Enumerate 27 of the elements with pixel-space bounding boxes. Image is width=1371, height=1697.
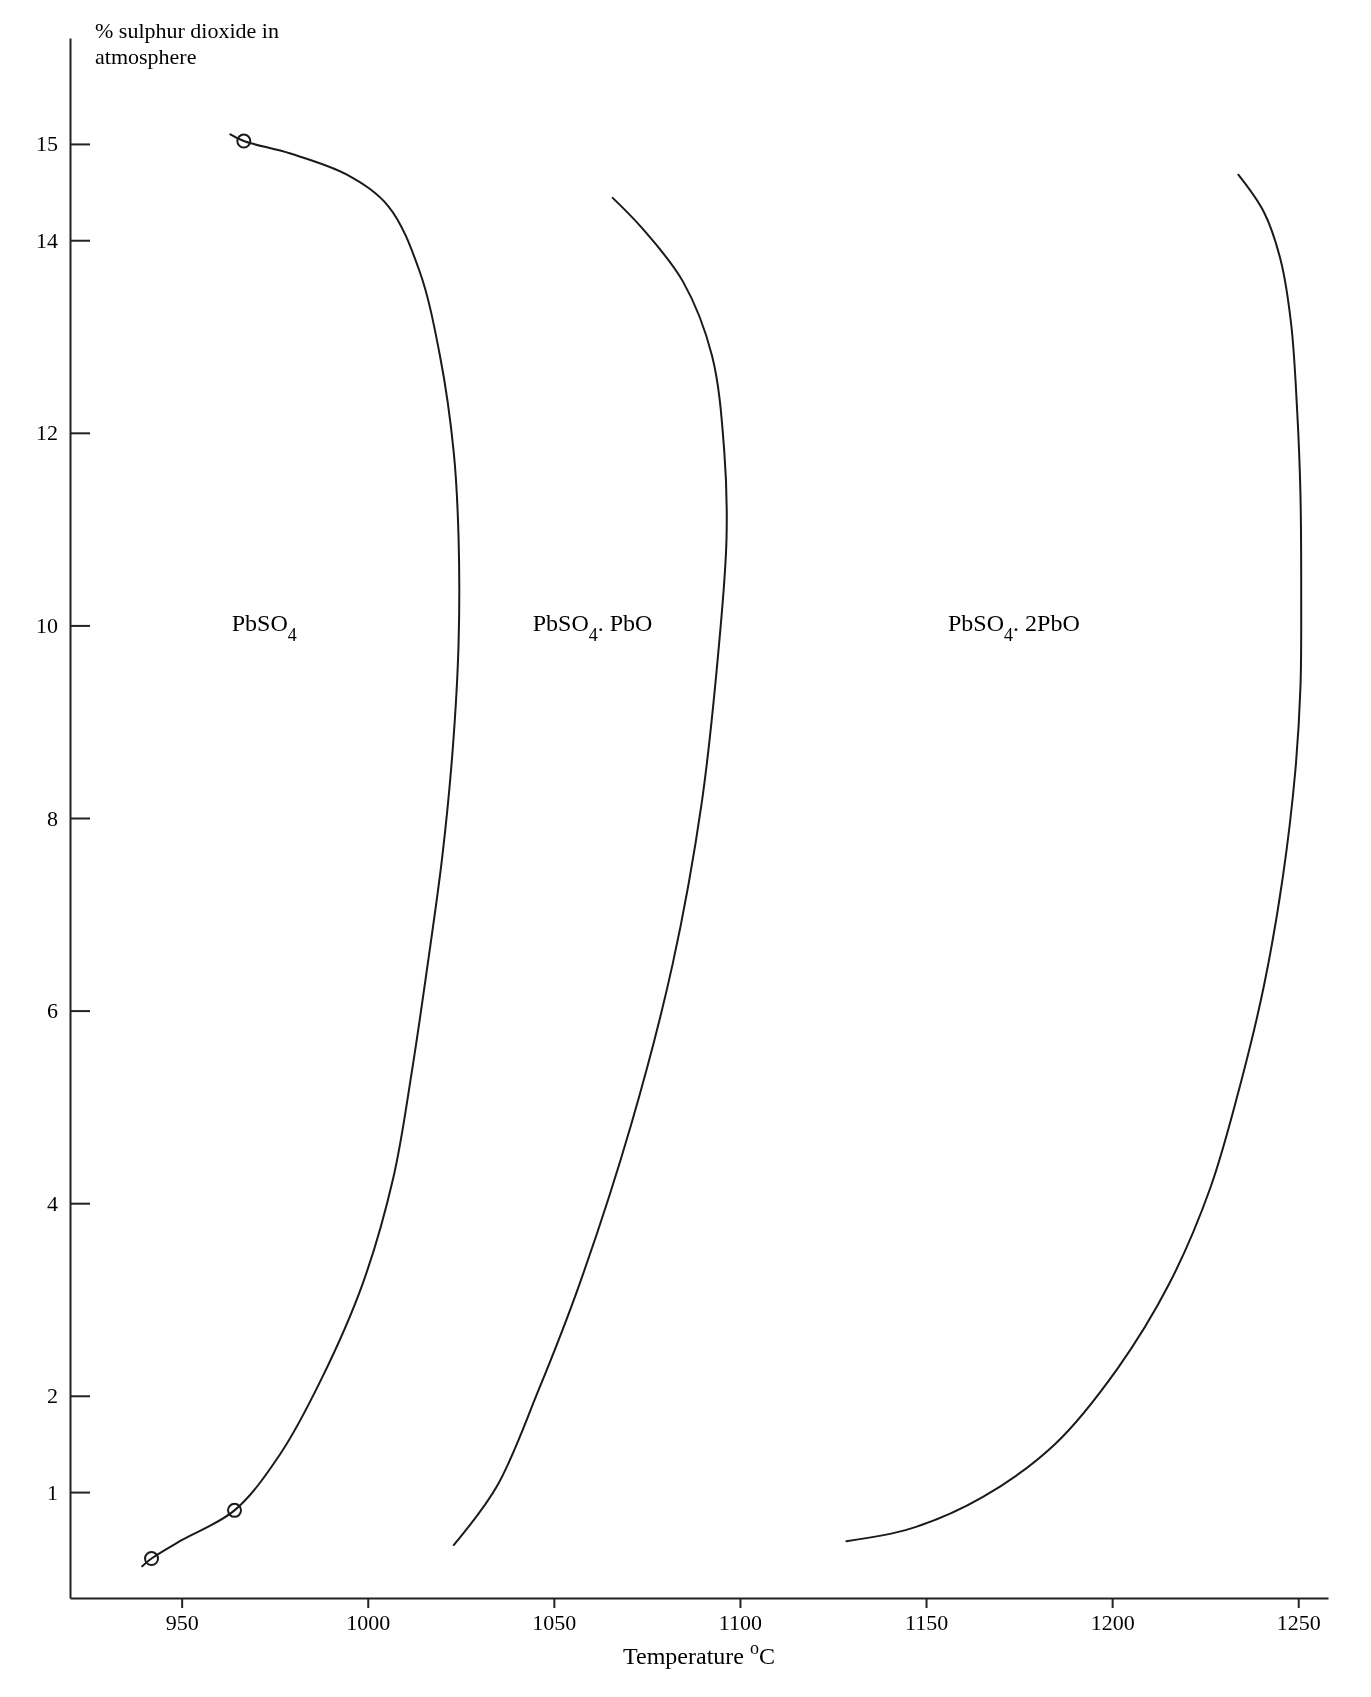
x-tick-label: 1200 [1090, 1609, 1135, 1635]
x-tick-label: 1000 [346, 1609, 391, 1635]
line-series [452, 196, 728, 1547]
y-tick-label: 15 [36, 131, 58, 157]
y-tick-label: 8 [47, 805, 58, 831]
y-axis-title: % sulphur dioxide in atmosphere [95, 18, 279, 69]
y-tick-label: 10 [36, 612, 58, 638]
x-tick-label: 1100 [718, 1609, 763, 1635]
x-tick-label: 1050 [532, 1609, 577, 1635]
point [227, 1502, 243, 1518]
line-series [845, 173, 1303, 1543]
point [144, 1551, 160, 1567]
point [236, 133, 252, 149]
annotation: PbSO$_{4}$. 2PbO [948, 609, 1080, 645]
y-tick-label: 2 [47, 1383, 58, 1409]
x-tick-label: 950 [165, 1609, 199, 1635]
x-tick-label: 1250 [1276, 1609, 1321, 1635]
annotation: PbSO$_{4}$ [231, 609, 297, 645]
y-tick-label: 1 [47, 1479, 58, 1505]
annotation: PbSO$_{4}$. PbO [532, 609, 653, 645]
y-tick-label: 14 [36, 227, 58, 253]
y-tick-label: 6 [47, 998, 58, 1024]
x-axis-title: Temperature $^{o}$C [623, 1638, 775, 1669]
y-tick-label: 12 [36, 420, 58, 446]
x-tick-label: 1150 [904, 1609, 949, 1635]
y-tick-label: 4 [47, 1190, 58, 1216]
line-series [141, 133, 461, 1568]
